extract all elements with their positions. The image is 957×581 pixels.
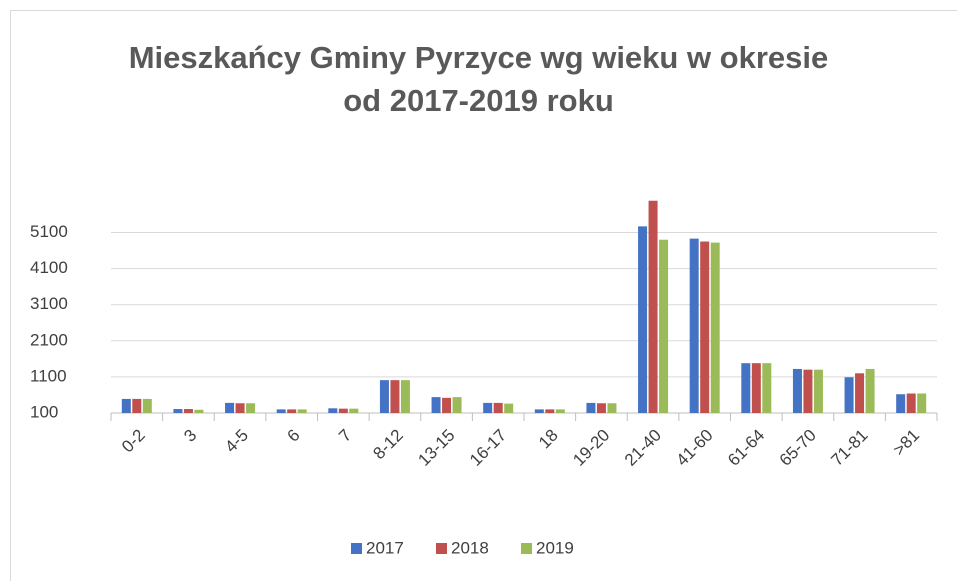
x-tick-label: 6 — [284, 426, 304, 446]
bar — [607, 403, 617, 413]
y-tick-label: 3100 — [30, 294, 68, 313]
x-tick-label: 4-5 — [221, 426, 252, 457]
bar — [648, 200, 658, 413]
x-tick-label: 65-70 — [776, 426, 820, 470]
x-tick-label: 18 — [535, 426, 562, 453]
bar — [751, 363, 761, 413]
bar — [142, 398, 152, 413]
bar — [803, 369, 813, 413]
y-tick-label: 2100 — [30, 330, 68, 349]
bar — [906, 393, 916, 413]
bar — [792, 368, 802, 413]
x-tick-label: 16-17 — [466, 426, 510, 470]
x-tick-label: 61-64 — [724, 426, 768, 470]
y-tick-label: 1100 — [30, 366, 67, 385]
x-tick-label: 19-20 — [569, 426, 613, 470]
bar — [183, 409, 193, 413]
bar — [917, 393, 927, 413]
bar — [173, 409, 183, 413]
bar — [338, 408, 348, 413]
bar — [379, 380, 389, 413]
bar — [400, 380, 410, 413]
bar — [710, 242, 720, 413]
bar — [844, 377, 854, 413]
bar — [534, 409, 544, 413]
legend-label: 2018 — [451, 538, 489, 557]
x-tick-label: 8-12 — [369, 426, 406, 463]
bar — [132, 398, 142, 413]
bar — [865, 368, 875, 413]
bar — [328, 408, 338, 413]
bar — [813, 369, 823, 413]
bar — [349, 408, 359, 413]
chart-border — [10, 10, 957, 581]
x-tick-label: 0-2 — [118, 426, 149, 457]
bar — [741, 363, 751, 413]
bar — [287, 409, 297, 413]
bar — [700, 241, 710, 413]
chart-title: Mieszkańcy Gminy Pyrzyce wg wieku w okre… — [128, 40, 829, 118]
bar — [762, 363, 772, 413]
legend-swatch — [521, 543, 532, 554]
bar — [452, 397, 462, 413]
y-tick-label: 4100 — [30, 258, 68, 277]
bar — [596, 403, 606, 413]
legend-label: 2019 — [536, 538, 574, 557]
bar — [896, 394, 906, 413]
bar — [194, 409, 204, 413]
legend-swatch — [436, 543, 447, 554]
bar — [225, 402, 235, 413]
x-tick-label: 71-81 — [827, 426, 871, 470]
bar — [390, 380, 400, 413]
legend-swatch — [351, 543, 362, 554]
bar — [276, 409, 286, 413]
x-tick-label: 3 — [180, 426, 200, 446]
bar — [246, 403, 256, 413]
bar — [586, 402, 596, 413]
bar — [121, 398, 131, 413]
bar — [638, 226, 648, 413]
bar — [431, 397, 441, 413]
bar — [555, 409, 565, 413]
bar — [297, 409, 307, 413]
y-tick-label: 100 — [30, 402, 58, 421]
legend-label: 2017 — [366, 538, 404, 557]
bar — [442, 397, 452, 413]
bar — [855, 373, 865, 413]
bar — [545, 409, 555, 413]
x-tick-label: >81 — [889, 426, 923, 460]
x-tick-label: 13-15 — [414, 426, 458, 470]
y-tick-label: 5100 — [30, 222, 68, 241]
bar — [493, 402, 503, 413]
bar — [504, 403, 514, 413]
bar — [483, 402, 493, 413]
bar — [235, 403, 245, 413]
x-tick-label: 21-40 — [621, 426, 665, 470]
x-tick-label: 7 — [335, 426, 355, 446]
bar — [659, 239, 669, 413]
x-tick-label: 41-60 — [673, 426, 717, 470]
bar — [689, 238, 699, 413]
